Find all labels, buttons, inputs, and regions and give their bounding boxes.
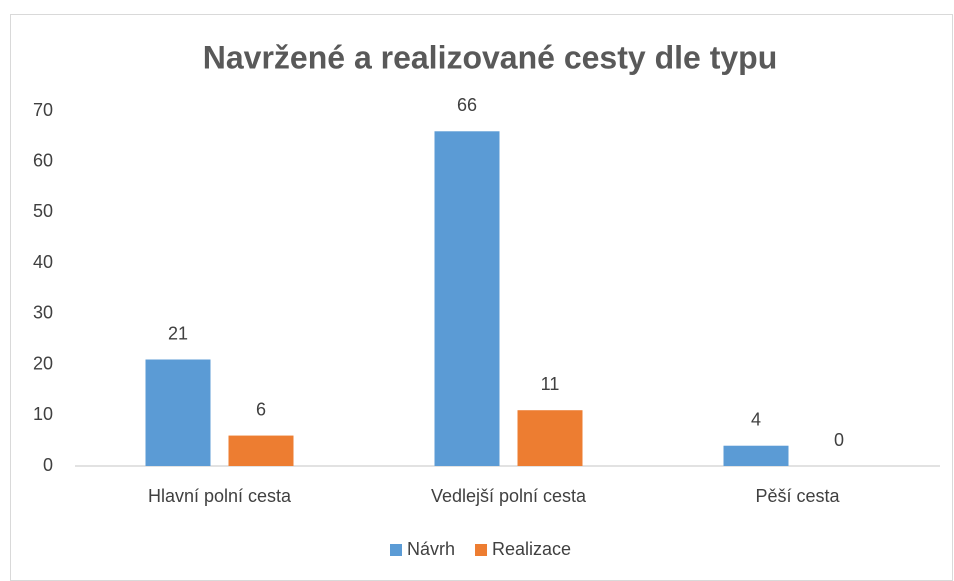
legend-label: Návrh: [407, 539, 455, 559]
data-label: 66: [457, 95, 477, 115]
y-tick-label: 70: [33, 100, 53, 120]
data-label: 11: [541, 374, 560, 394]
bar: [434, 131, 500, 467]
data-label: 21: [168, 323, 188, 343]
y-tick-label: 40: [33, 252, 53, 272]
x-tick-label: Hlavní polní cesta: [148, 486, 292, 506]
y-tick-label: 60: [33, 150, 53, 170]
legend-swatch: [390, 544, 402, 556]
y-tick-label: 20: [33, 353, 53, 373]
y-tick-label: 30: [33, 303, 53, 323]
y-tick-label: 50: [33, 201, 53, 221]
chart-title: Navržené a realizované cesty dle typu: [203, 39, 777, 75]
legend-swatch: [475, 544, 488, 556]
y-tick-label: 10: [33, 404, 53, 424]
legend-label: Realizace: [492, 539, 571, 559]
bar: [228, 435, 294, 466]
x-tick-label: Vedlejší polní cesta: [431, 486, 587, 506]
data-label: 6: [256, 399, 266, 419]
bar: [723, 445, 789, 466]
bar: [517, 410, 583, 466]
x-tick-label: Pěší cesta: [755, 486, 840, 506]
data-label: 4: [751, 409, 761, 429]
data-label: 0: [834, 430, 844, 450]
y-tick-label: 0: [43, 455, 53, 475]
bar: [145, 359, 211, 466]
